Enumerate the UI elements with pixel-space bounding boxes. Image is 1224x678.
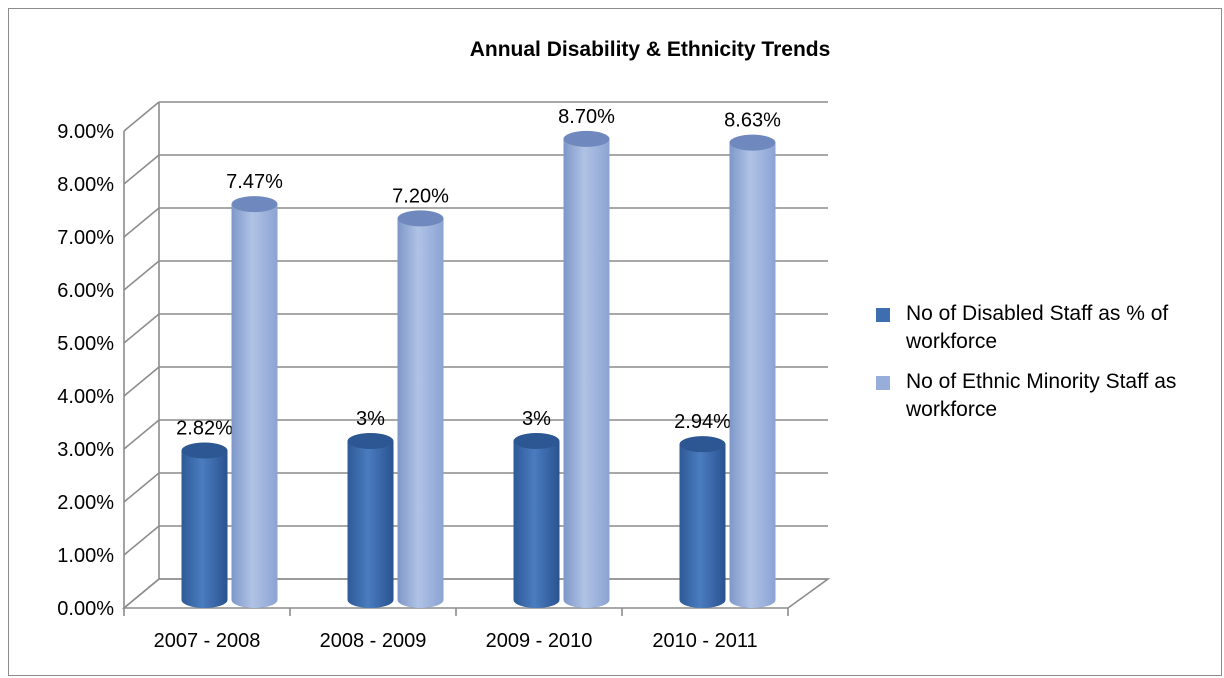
gridline-depth <box>123 366 160 397</box>
y-tick-label: 8.00% <box>57 174 114 196</box>
gridline-depth <box>123 260 160 291</box>
legend-label-disabled: No of Disabled Staff as % of workforce <box>906 302 1169 353</box>
bar-disabled <box>181 442 228 608</box>
bar-body <box>563 138 610 608</box>
bar-top <box>679 436 726 453</box>
x-tick-label: 2008 - 2009 <box>320 630 427 652</box>
y-tick-label: 2.00% <box>57 492 114 514</box>
bar-body <box>181 450 228 608</box>
bar-top <box>513 433 560 449</box>
bar-ethnic <box>397 210 444 608</box>
data-label: 2.94% <box>674 411 731 433</box>
gridline-depth <box>123 207 160 238</box>
legend-swatch-ethnic <box>876 376 890 390</box>
data-label: 8.63% <box>724 110 781 132</box>
chart-title: Annual Disability & Ethnicity Trends <box>469 38 831 61</box>
bar-disabled <box>513 433 560 608</box>
chart-legend: No of Disabled Staff as % of workforce N… <box>876 300 1222 436</box>
bar-ethnic <box>231 196 278 608</box>
bar-body <box>397 218 444 608</box>
bar-top <box>729 134 776 151</box>
gridline-depth <box>123 472 160 503</box>
bar-body <box>679 444 726 608</box>
y-tick-label: 9.00% <box>57 121 114 143</box>
y-tick-label: 3.00% <box>57 439 114 461</box>
gridline-depth <box>123 154 160 185</box>
bar-body <box>347 441 394 608</box>
y-tick-label: 7.00% <box>57 227 114 249</box>
legend-item-ethnic: No of Ethnic Minority Staff as workforce <box>876 368 1222 424</box>
x-tick-label: 2010 - 2011 <box>652 630 757 652</box>
bar-disabled <box>347 433 394 608</box>
x-tick-label: 2007 - 2008 <box>154 630 261 652</box>
gridline-depth <box>123 525 160 556</box>
data-label: 7.47% <box>226 171 283 193</box>
y-tick-label: 5.00% <box>57 333 114 355</box>
y-tick-label: 0.00% <box>57 598 114 620</box>
bar-body <box>729 142 776 609</box>
bar-ethnic <box>729 134 776 609</box>
data-label: 3% <box>522 408 551 430</box>
chart-frame <box>8 8 1222 676</box>
bar-disabled <box>679 436 726 608</box>
y-tick-label: 6.00% <box>57 280 114 302</box>
bar-body <box>231 204 278 608</box>
gridline-depth <box>123 419 160 450</box>
gridline-depth <box>123 101 160 132</box>
bar-ethnic <box>563 130 610 608</box>
bar-top <box>563 130 610 147</box>
data-label: 8.70% <box>558 106 615 128</box>
bar-top <box>397 210 444 227</box>
legend-swatch-disabled <box>876 308 890 322</box>
chart-floor <box>121 578 831 609</box>
bar-top <box>181 442 228 459</box>
bar-top <box>347 433 394 449</box>
data-label: 3% <box>356 408 385 430</box>
x-tick-label: 2009 - 2010 <box>486 630 593 652</box>
legend-item-disabled: No of Disabled Staff as % of workforce <box>876 300 1222 356</box>
legend-label-ethnic: No of Ethnic Minority Staff as workforce <box>906 370 1177 421</box>
bar-top <box>231 196 278 213</box>
gridline-depth <box>123 313 160 344</box>
data-label: 2.82% <box>176 418 233 440</box>
bar-body <box>513 441 560 608</box>
data-label: 7.20% <box>392 185 449 207</box>
y-tick-label: 4.00% <box>57 386 114 408</box>
y-tick-label: 1.00% <box>57 545 114 567</box>
